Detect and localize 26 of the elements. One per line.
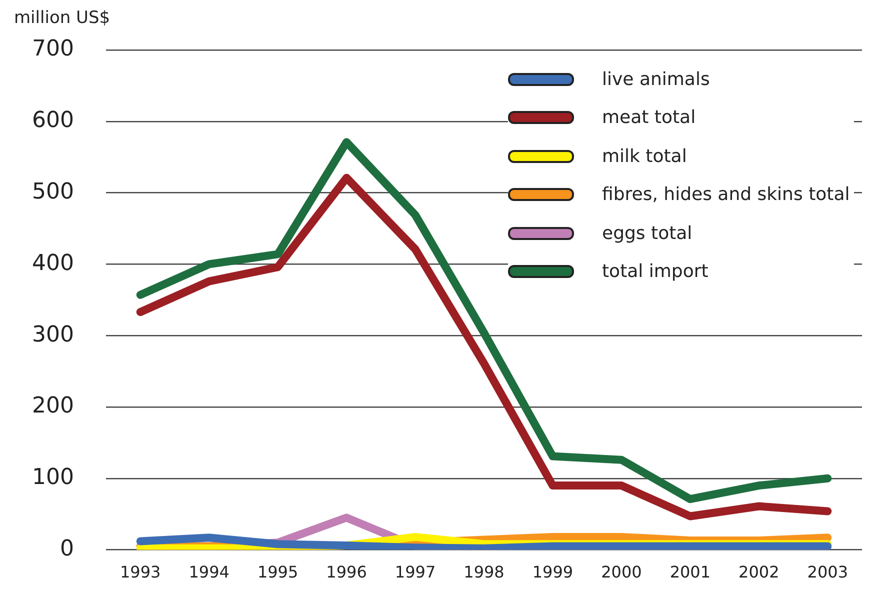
x-tick-label: 1996 xyxy=(326,562,367,582)
x-tick-label: 2001 xyxy=(670,562,711,582)
legend-label: fibres, hides and skins total xyxy=(602,184,850,206)
x-tick-label: 1993 xyxy=(120,562,161,582)
legend-label: milk total xyxy=(602,146,687,167)
y-tick-label: 100 xyxy=(32,465,74,490)
x-tick-label: 1994 xyxy=(188,562,230,582)
x-tick-label: 2003 xyxy=(807,562,848,582)
y-tick-label: 500 xyxy=(32,180,74,205)
x-tick-label: 1998 xyxy=(464,562,504,582)
legend-label: eggs total xyxy=(602,222,692,244)
legend-label: total import xyxy=(602,261,708,282)
x-tick-label: 1995 xyxy=(257,562,298,582)
x-tick-label: 1997 xyxy=(394,562,436,582)
x-tick-label: 2000 xyxy=(601,562,642,582)
y-tick-label: 0 xyxy=(60,536,74,562)
y-tick-label: 700 xyxy=(32,36,74,62)
x-tick-label: 2002 xyxy=(738,562,780,582)
y-tick-label: 300 xyxy=(32,322,74,348)
y-axis-title: million US$ xyxy=(14,8,110,28)
x-tick-label: 1999 xyxy=(532,562,574,582)
legend-label: meat total xyxy=(602,107,696,128)
y-tick-label: 200 xyxy=(32,394,74,419)
y-tick-label: 600 xyxy=(32,108,74,134)
y-tick-label: 400 xyxy=(32,250,74,276)
legend-label: live animals xyxy=(602,68,710,90)
